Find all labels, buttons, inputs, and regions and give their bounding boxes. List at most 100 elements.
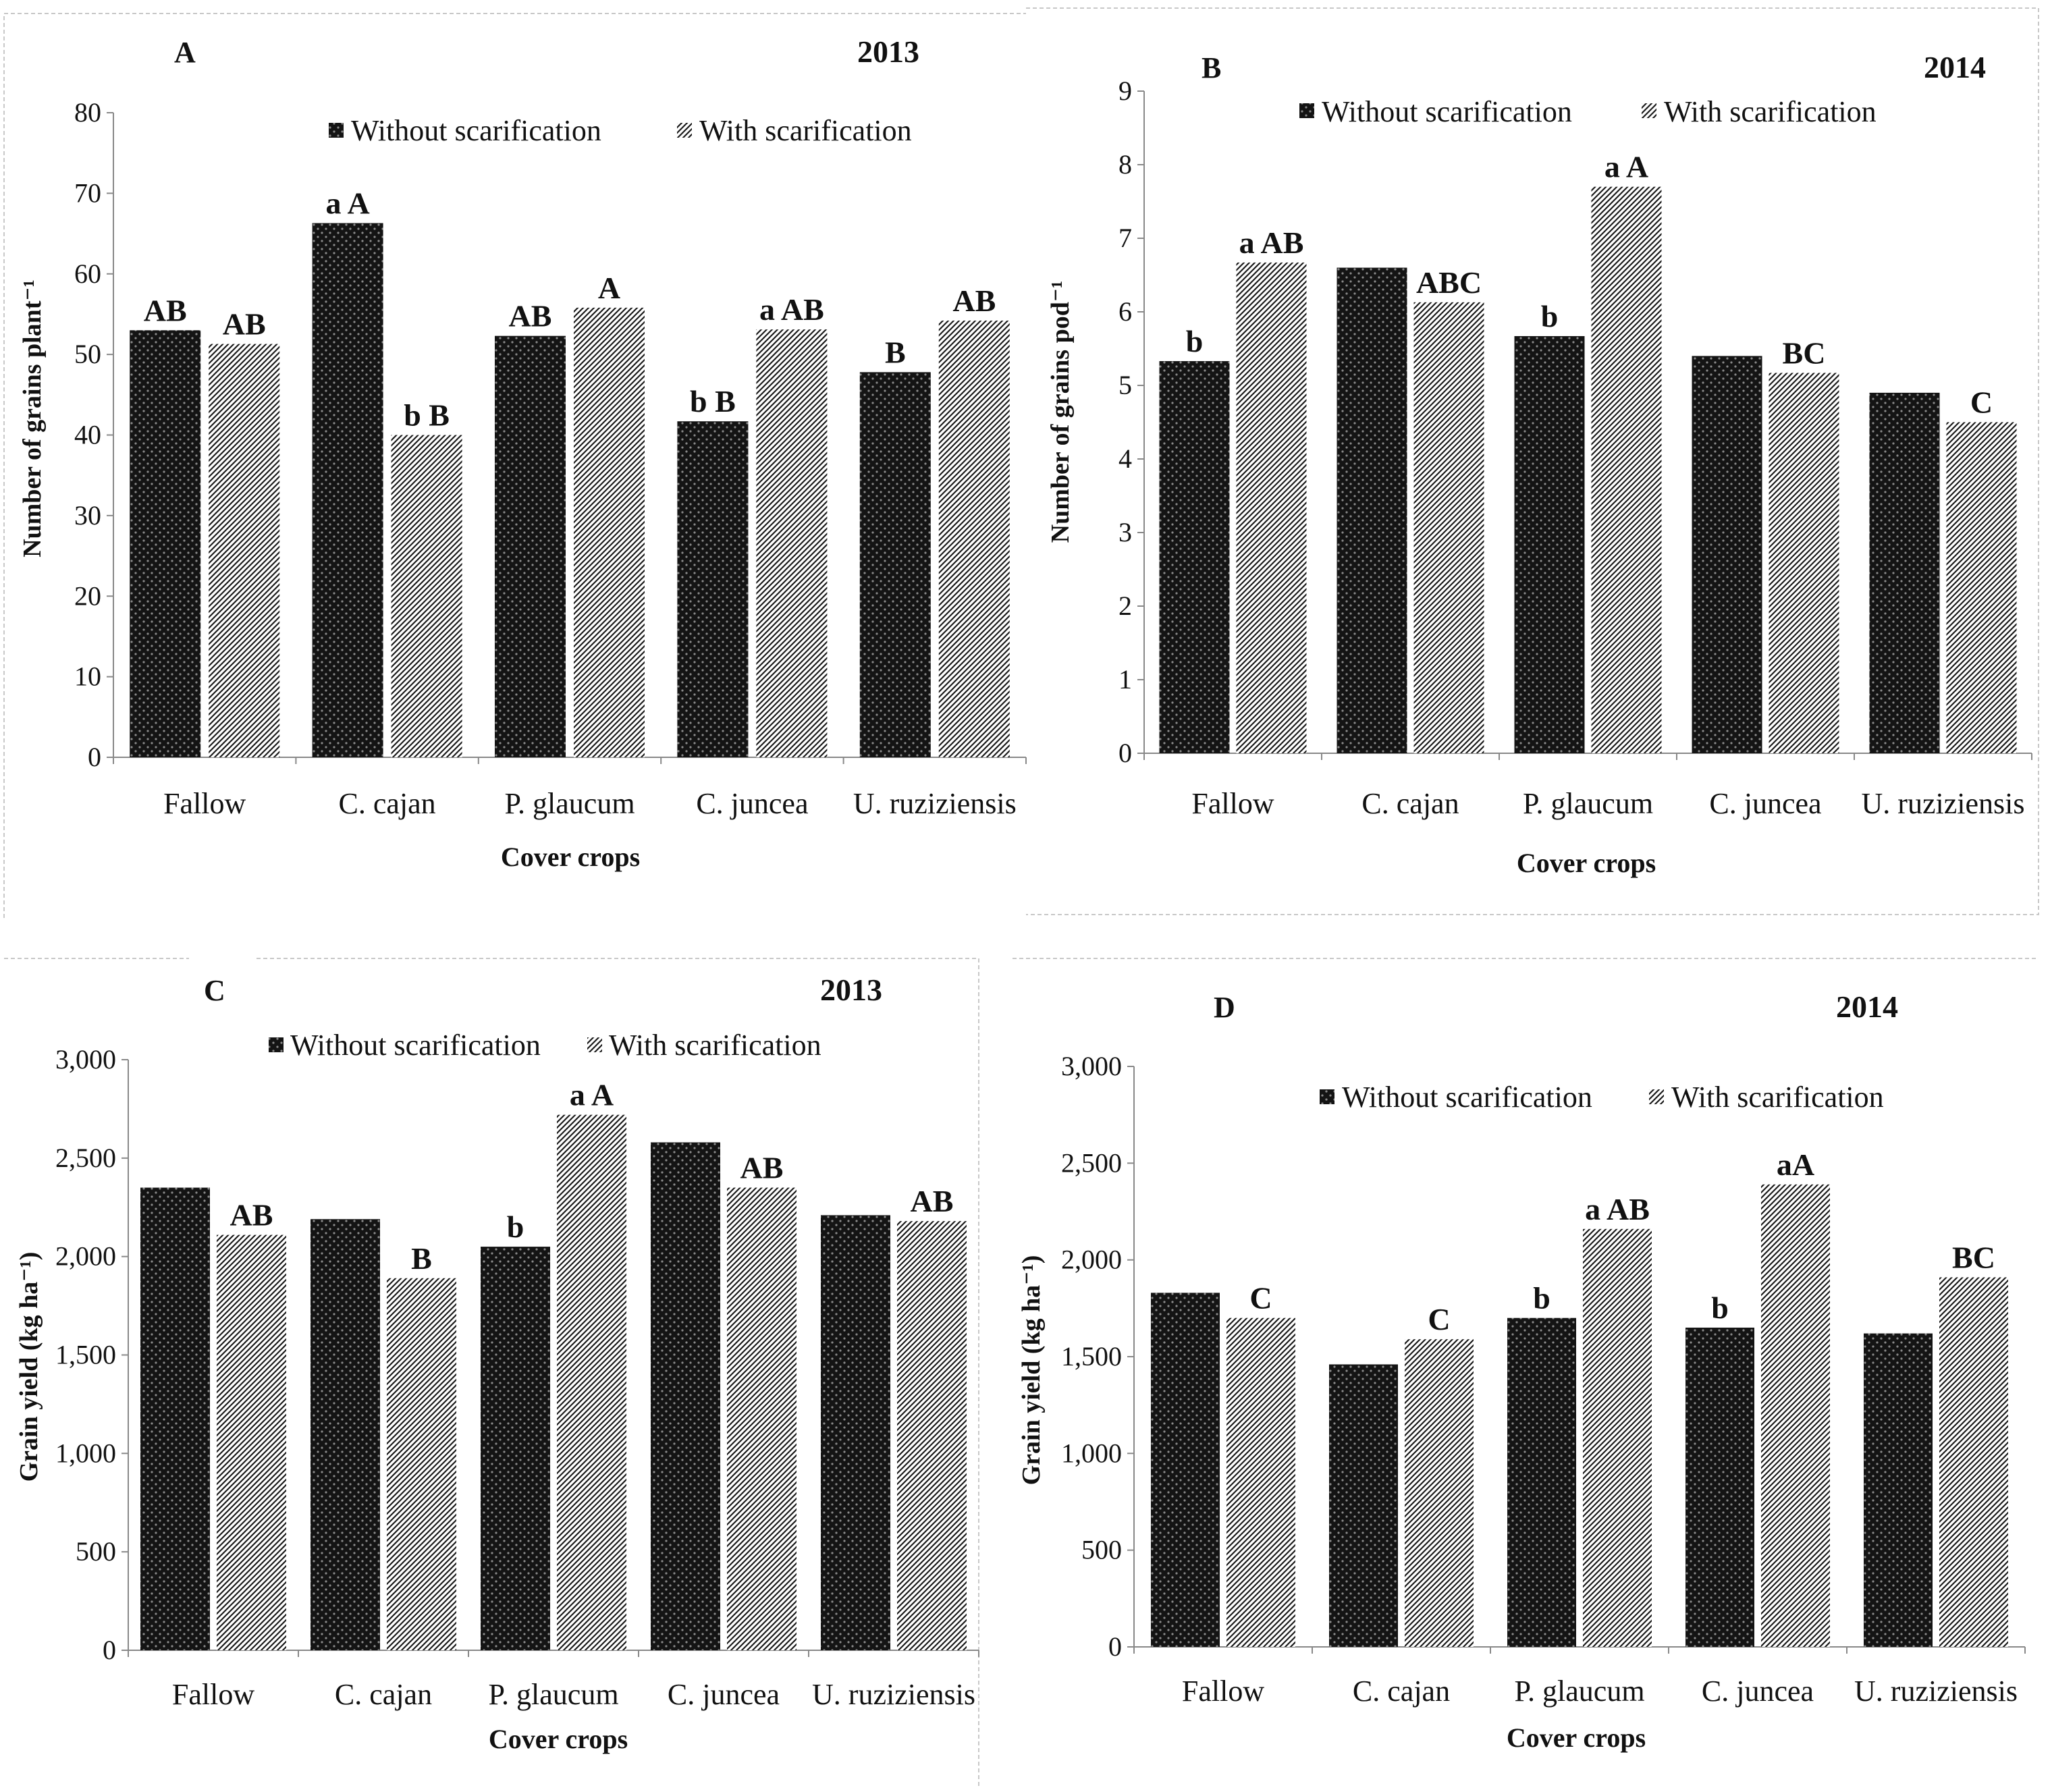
panel-b-category-label: U. ruziziensis (1862, 787, 2025, 820)
panel-c-significance-label: b (507, 1210, 524, 1244)
panel-c-ytick-label: 2,000 (55, 1241, 116, 1272)
panel-d-ytick-label: 3,000 (1061, 1051, 1122, 1081)
panel-d-bar-without-scarification (1685, 1328, 1754, 1647)
panel-c-category-label: C. cajan (335, 1678, 432, 1711)
panel-d-significance-label: b (1711, 1291, 1729, 1325)
panel-b-bar-with-scarification (1413, 302, 1484, 754)
panel-b-legend-swatch-without (1299, 103, 1314, 118)
panel-d-category-label: P. glaucum (1514, 1675, 1644, 1708)
panel-a-bar-with-scarification (574, 307, 645, 757)
panel-d-bar-without-scarification (1329, 1364, 1398, 1647)
panel-d-bar-without-scarification (1864, 1333, 1933, 1647)
panel-d-bars (1151, 1184, 2008, 1647)
panel-d-category-label: C. cajan (1353, 1675, 1450, 1708)
panel-c-ytick-label: 2,500 (55, 1143, 116, 1173)
panel-b-ytick-label: 3 (1118, 517, 1132, 547)
panel-c-significance-label: AB (230, 1198, 273, 1232)
panel-c-bars (140, 1114, 967, 1650)
panel-c-bar-with-scarification (897, 1221, 967, 1650)
panel-b-bar-without-scarification (1514, 335, 1585, 754)
panel-a-bar-with-scarification (391, 435, 462, 757)
panel-a-category-label: C. cajan (339, 787, 436, 820)
panel-a-category-label: Fallow (163, 787, 246, 820)
panel-a-axes: 0 10 20 30 40 50 60 70 80 Fallow C. cajan P. glaucu… (74, 97, 1027, 820)
panel-b-ytick-label: 8 (1118, 149, 1132, 180)
panel-c-annotations: AB Bb a A AB AB (230, 1078, 954, 1276)
panel-d-bar-without-scarification (1151, 1293, 1220, 1647)
panel-d-xlabel: Cover crops (1507, 1722, 1646, 1753)
panel-a: A 2013 Without scarification With scarif… (18, 34, 1027, 872)
panel-d-bar-with-scarification (1583, 1228, 1652, 1647)
panel-b: B 2014 Without scarification With scarif… (1046, 50, 2032, 878)
panel-d-legend-swatch-without (1320, 1089, 1334, 1104)
panel-c-legend-without: Without scarification (290, 1029, 541, 1062)
panel-a-ytick-label: 40 (74, 420, 101, 450)
panel-c-ytick-label: 1,000 (55, 1438, 116, 1468)
panel-d: D 2014 Without scarification With scarif… (1017, 989, 2026, 1753)
panel-a-bar-without-scarification (859, 372, 931, 757)
panel-a-significance-label: AB (952, 283, 996, 318)
panel-a-bar-with-scarification (209, 344, 280, 757)
panel-d-significance-label: a AB (1585, 1192, 1650, 1226)
panel-c-xlabel: Cover crops (489, 1724, 628, 1754)
panel-a-ytick-label: 20 (74, 580, 101, 611)
panel-a-xlabel: Cover crops (501, 842, 640, 872)
panel-a-bar-with-scarification (938, 320, 1010, 757)
panel-d-ytick-label: 1,000 (1061, 1438, 1122, 1468)
panel-b-bar-with-scarification (1769, 373, 1839, 753)
panel-b-significance-label: a AB (1239, 225, 1304, 260)
panel-c-bar-with-scarification (727, 1187, 797, 1650)
panel-c-legend-swatch-with (587, 1037, 602, 1052)
panel-d-category-label: C. juncea (1702, 1675, 1814, 1708)
panel-b-significance-label: b (1186, 324, 1204, 358)
panel-b-ytick-label: 7 (1118, 223, 1132, 253)
panel-a-legend-without: Without scarification (351, 114, 601, 147)
panel-c-significance-label: AB (740, 1151, 784, 1185)
panel-b-ytick-label: 6 (1118, 296, 1132, 327)
panel-d-significance-label: C (1249, 1281, 1272, 1315)
panel-b-ytick-label: 9 (1118, 76, 1132, 106)
panel-a-significance-label: AB (509, 299, 552, 333)
panel-b-bar-without-scarification (1869, 392, 1940, 753)
panel-b-ytick-label: 0 (1118, 738, 1132, 768)
panel-b-ytick-label: 1 (1118, 664, 1132, 695)
panel-b-ytick-label: 5 (1118, 370, 1132, 400)
panel-b-year: 2014 (1924, 50, 1986, 84)
panel-b-ytick-label: 4 (1118, 443, 1132, 474)
panel-a-legend-swatch-with (677, 123, 692, 138)
panel-a-category-label: U. ruziziensis (853, 787, 1017, 820)
panel-c-bar-with-scarification (557, 1114, 626, 1650)
panel-a-significance-label: b B (404, 398, 450, 433)
panel-d-significance-label: b (1533, 1281, 1550, 1315)
panel-d-ylabel: Grain yield (kg ha⁻¹) (1017, 1255, 1046, 1486)
panel-d-ytick-label: 2,500 (1061, 1147, 1122, 1178)
panel-c-year: 2013 (820, 973, 882, 1007)
panel-c-significance-label: a A (570, 1078, 614, 1112)
panel-a-letter: A (174, 36, 196, 69)
panel-c-ytick-label: 3,000 (55, 1044, 116, 1075)
panel-d-bar-with-scarification (1939, 1277, 2008, 1647)
panel-a-bar-without-scarification (495, 335, 566, 757)
panel-a-bars (130, 223, 1010, 757)
panel-d-annotations: C Cb a AB b aA BC (1249, 1147, 1995, 1336)
panel-c-bar-with-scarification (217, 1234, 286, 1650)
panel-c-significance-label: AB (911, 1184, 954, 1218)
panel-a-ytick-label: 30 (74, 500, 101, 531)
panel-d-legend: Without scarification With scarification (1320, 1081, 1884, 1114)
panel-c-category-label: P. glaucum (488, 1678, 618, 1711)
panel-b-ylabel: Number of grains pod⁻¹ (1046, 281, 1075, 543)
panel-d-legend-swatch-with (1649, 1089, 1664, 1104)
panel-b-significance-label: ABC (1416, 265, 1482, 300)
panel-a-ytick-label: 80 (74, 97, 101, 128)
panel-a-bar-with-scarification (756, 329, 828, 757)
panel-c-category-label: Fallow (172, 1678, 254, 1711)
panel-b-legend-with: With scarification (1664, 95, 1877, 128)
panel-c-category-label: C. juncea (668, 1678, 780, 1711)
panel-a-bar-without-scarification (677, 421, 749, 757)
panel-b-bar-with-scarification (1236, 262, 1307, 754)
panel-c-bar-without-scarification (481, 1247, 550, 1650)
panel-c-ytick-label: 500 (76, 1536, 116, 1567)
panel-b-bar-with-scarification (1946, 422, 2017, 753)
panel-b-category-label: P. glaucum (1523, 787, 1653, 820)
